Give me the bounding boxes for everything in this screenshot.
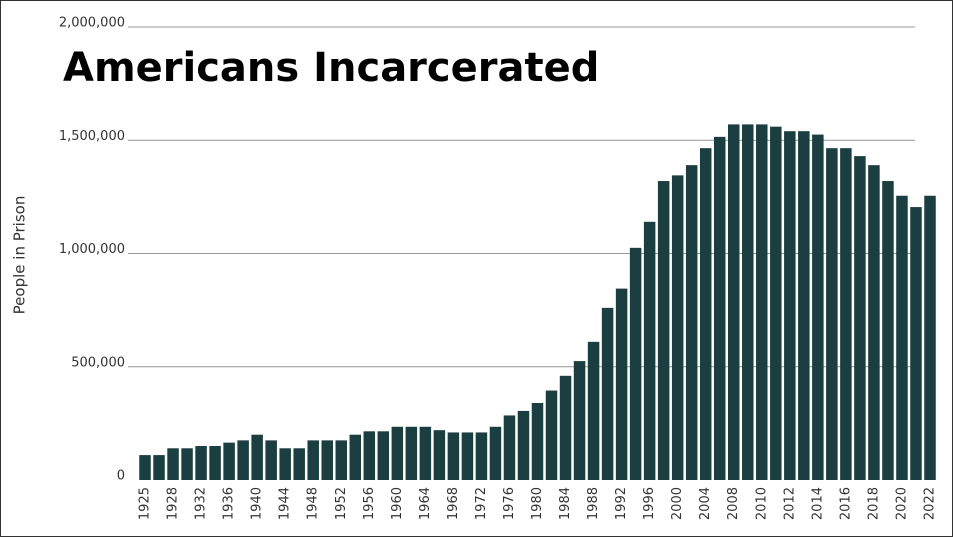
y-tick-label: 2,000,000 xyxy=(59,16,125,31)
bar xyxy=(882,181,894,480)
bar xyxy=(587,341,600,480)
x-tick-label: 1976 xyxy=(502,487,517,520)
bar xyxy=(854,156,866,481)
bar xyxy=(335,440,348,480)
bar xyxy=(798,131,810,480)
bar xyxy=(657,181,670,480)
x-tick-label: 1992 xyxy=(614,487,629,520)
x-tick-label: 1960 xyxy=(390,487,405,520)
y-tick-label: 1,500,000 xyxy=(59,129,125,144)
bar xyxy=(756,124,768,481)
bar xyxy=(265,440,277,480)
bar xyxy=(293,448,305,480)
bar xyxy=(209,446,221,480)
bar xyxy=(153,455,165,480)
bar xyxy=(475,432,488,480)
bar xyxy=(195,446,207,480)
x-tick-label: 1940 xyxy=(250,487,265,520)
bar xyxy=(643,221,656,481)
bar xyxy=(727,124,740,481)
bar xyxy=(713,136,726,481)
x-tick-label: 2000 xyxy=(670,487,685,520)
bar xyxy=(405,426,418,480)
x-tick-label: 2020 xyxy=(894,487,909,520)
bar xyxy=(419,426,432,480)
x-tick-label: 1948 xyxy=(306,487,321,520)
bar xyxy=(139,455,151,480)
bar xyxy=(784,131,796,480)
x-tick-label: 1984 xyxy=(558,487,573,520)
x-tick-label: 1988 xyxy=(586,487,601,520)
bar xyxy=(237,440,249,480)
bar xyxy=(279,448,291,480)
bar xyxy=(629,247,642,480)
x-tick-label: 2022 xyxy=(922,487,937,520)
bar xyxy=(167,448,179,480)
bar xyxy=(924,195,936,480)
x-tick-label: 1932 xyxy=(194,487,209,520)
bar xyxy=(363,431,376,480)
bar xyxy=(321,440,333,480)
y-axis-label: People in Prison xyxy=(11,196,29,315)
bar xyxy=(503,415,516,480)
y-tick-label: 1,000,000 xyxy=(59,242,125,257)
bar xyxy=(910,207,922,480)
bar xyxy=(251,434,263,480)
bar xyxy=(307,440,319,480)
x-tick-label: 1928 xyxy=(166,487,181,520)
bar xyxy=(699,148,712,481)
x-tick-label: 1944 xyxy=(278,487,293,520)
x-tick-label: 2008 xyxy=(726,487,741,520)
x-tick-label: 1925 xyxy=(138,487,153,520)
bar xyxy=(559,375,572,480)
x-tick-label: 2004 xyxy=(698,487,713,520)
bar xyxy=(433,430,446,480)
x-tick-label: 1952 xyxy=(334,487,349,520)
y-tick-label: 0 xyxy=(117,469,125,484)
x-tick-label: 1996 xyxy=(642,487,657,520)
x-tick-label: 1936 xyxy=(222,487,237,520)
x-tick-label: 2016 xyxy=(838,487,853,520)
bar xyxy=(615,288,628,480)
bar xyxy=(447,432,460,480)
bar xyxy=(812,134,824,480)
x-tick-label: 2014 xyxy=(810,487,825,520)
bar xyxy=(868,165,880,481)
bar xyxy=(573,361,586,480)
bar xyxy=(840,148,852,481)
bar xyxy=(223,442,235,480)
x-tick-label: 2010 xyxy=(754,487,769,520)
x-tick-label: 2018 xyxy=(866,487,881,520)
x-tick-label: 1968 xyxy=(446,487,461,520)
x-tick-label: 1972 xyxy=(474,487,489,520)
bar xyxy=(181,448,193,480)
bar xyxy=(391,426,404,480)
bar xyxy=(770,126,782,480)
bar xyxy=(349,434,362,480)
bar xyxy=(742,124,754,481)
y-tick-label: 500,000 xyxy=(71,355,125,370)
x-tick-label: 1964 xyxy=(418,487,433,520)
x-tick-label: 2012 xyxy=(782,487,797,520)
bar xyxy=(671,175,684,481)
x-tick-label: 1980 xyxy=(530,487,545,520)
bar xyxy=(896,195,908,480)
bar xyxy=(461,432,474,480)
bar xyxy=(601,307,614,480)
bar xyxy=(517,410,530,480)
bar xyxy=(531,402,544,480)
bar xyxy=(545,390,558,480)
bar xyxy=(826,148,838,481)
chart-title: Americans Incarcerated xyxy=(63,45,599,91)
x-tick-label: 1956 xyxy=(362,487,377,520)
bar xyxy=(377,431,390,480)
bar xyxy=(685,165,698,481)
bar xyxy=(489,426,502,480)
